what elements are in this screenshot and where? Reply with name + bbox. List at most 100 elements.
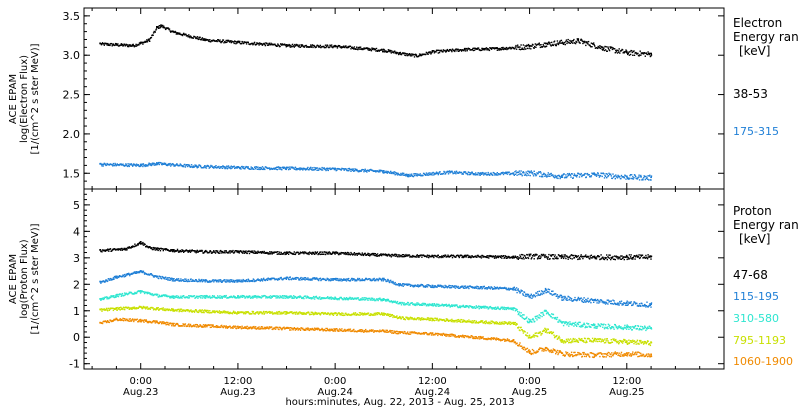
proton-series-3-point — [371, 299, 373, 301]
proton-series-3-point — [234, 296, 236, 298]
proton-series-3-point — [574, 321, 577, 324]
proton-series-3-point — [572, 322, 574, 324]
proton-series-1-point — [471, 255, 473, 257]
proton-series-1-point — [266, 252, 269, 254]
proton-series-3-point — [213, 296, 215, 298]
electron-series-2-point — [316, 167, 319, 169]
proton-series-2-point — [177, 279, 179, 282]
proton-series-2-point — [531, 295, 534, 297]
proton-series-1-point — [373, 254, 375, 256]
proton-series-3-point — [422, 303, 425, 305]
proton-series-3-point — [510, 308, 513, 311]
proton-series-2-point — [594, 298, 597, 301]
electron-series-2-point — [512, 172, 514, 174]
proton-series-1-point — [577, 258, 579, 261]
electron-series-2-point — [544, 175, 546, 177]
proton-series-3-point — [291, 296, 294, 298]
electron-y-axis: 1.52.02.53.03.5 — [63, 10, 724, 190]
electron-series-2-point — [616, 177, 619, 179]
proton-series-3-point — [319, 296, 321, 298]
electron-series-2-point — [637, 176, 640, 178]
electron-series-1-point — [127, 44, 129, 46]
proton-series-3-point — [310, 298, 312, 300]
proton-series-3-point — [109, 296, 112, 299]
proton-series-2-point — [475, 287, 477, 289]
electron-series-1-point — [579, 42, 581, 44]
proton-series-2-point — [142, 270, 145, 272]
proton-series-3-point — [542, 311, 544, 314]
electron-series-1-knot — [601, 46, 604, 49]
proton-series-3-point — [581, 324, 584, 326]
proton-series-2-point — [551, 294, 553, 296]
proton-series-1-point — [372, 252, 374, 255]
electron-series-1-point — [460, 49, 462, 51]
electron-series-1-point — [158, 25, 160, 27]
proton-series-3-point — [462, 304, 464, 307]
electron-series-1-point — [179, 32, 181, 34]
electron-series-2-point — [255, 168, 257, 170]
proton-series-2-point — [138, 271, 140, 273]
electron-series-2-point — [515, 170, 517, 172]
electron-series-1-point — [344, 46, 346, 49]
electron-series-1-point — [338, 45, 341, 47]
proton-series-3-point — [477, 306, 479, 308]
proton-series-3-point — [515, 308, 517, 310]
electron-series-1-point — [391, 50, 393, 52]
proton-series-2-point — [542, 290, 544, 293]
proton-series-2-point — [619, 300, 621, 303]
electron-series-2-point — [547, 174, 549, 176]
electron-series-2-point — [504, 172, 506, 175]
electron-series-2-point — [139, 165, 142, 167]
proton-series-1-point — [179, 249, 181, 252]
electron-series-2-point — [576, 174, 578, 176]
proton-series-3-point — [459, 305, 461, 307]
proton-series-3-point — [173, 297, 176, 299]
proton-series-1-point — [303, 252, 305, 255]
electron-series-1-point — [188, 35, 191, 38]
proton-series-3-point — [279, 295, 281, 297]
electron-series-1-point — [581, 39, 583, 41]
proton-series-1-point — [327, 251, 329, 254]
proton-series-1-point — [346, 251, 349, 254]
proton-series-1-point — [283, 251, 286, 254]
electron-series-1-point — [586, 41, 588, 43]
proton-series-2-point — [538, 294, 540, 296]
electron-series-2-point — [477, 172, 480, 174]
proton-series-2-point — [200, 280, 202, 282]
electron-series-2-point — [224, 167, 226, 170]
proton-series-2-point — [107, 280, 109, 282]
proton-series-1-point — [606, 254, 608, 256]
proton-series-1-point — [616, 257, 618, 259]
proton-series-2-point — [183, 280, 185, 282]
electron-series-2-point — [437, 172, 439, 174]
proton-series-3-point — [334, 298, 336, 300]
electron-series-2-point — [495, 173, 497, 175]
proton-series-3-point — [411, 302, 413, 304]
proton-y-tick-label: -1 — [69, 358, 80, 371]
proton-series-3-point — [456, 304, 458, 306]
proton-series-2-point — [381, 278, 383, 280]
proton-series-2-point — [328, 279, 330, 282]
electron-series-2-knot — [188, 164, 191, 167]
electron-series-1-point — [210, 40, 212, 43]
electron-series-2-point — [419, 173, 421, 175]
proton-series-3-point — [341, 298, 344, 300]
electron-series-1-point — [598, 47, 601, 49]
proton-series-2-point — [182, 279, 184, 281]
electron-series-1-point — [468, 48, 471, 50]
proton-series-2-point — [211, 280, 213, 282]
proton-series-3-point — [177, 295, 180, 298]
proton-series-3-point — [497, 306, 499, 308]
proton-series-2-point — [438, 284, 440, 286]
electron-series-2-point — [550, 172, 552, 175]
electron-series-1-point — [232, 41, 235, 43]
electron-series-2-point — [231, 167, 233, 169]
proton-series-1-point — [649, 256, 651, 258]
proton-series-2-point — [483, 285, 485, 288]
electron-series-1-point — [484, 49, 486, 51]
electron-legend: Electron Energy ran [keV] 38-53 175-315 — [733, 16, 799, 138]
proton-series-2-point — [298, 278, 301, 280]
electron-series-1-point — [345, 45, 347, 47]
electron-series-2-point — [160, 162, 162, 164]
proton-series-1-point — [556, 256, 558, 258]
